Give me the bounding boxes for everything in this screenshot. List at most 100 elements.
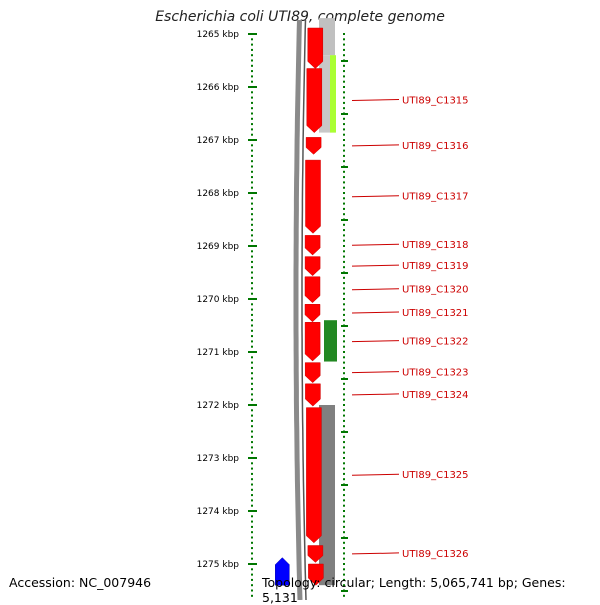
- inner-minor-tick: [343, 568, 345, 571]
- inner-minor-tick: [343, 441, 345, 444]
- inner-minor-tick: [343, 287, 345, 290]
- gc-block-3: [324, 320, 337, 362]
- gene-arrow-3: [305, 159, 321, 234]
- inner-minor-tick: [343, 531, 345, 534]
- minor-tick: [251, 393, 253, 396]
- inner-minor-tick: [343, 504, 345, 507]
- inner-minor-tick: [343, 308, 345, 311]
- minor-tick: [251, 356, 253, 359]
- minor-tick: [251, 419, 253, 422]
- minor-tick: [251, 144, 253, 147]
- inner-minor-tick: [343, 154, 345, 157]
- inner-minor-tick: [343, 462, 345, 465]
- inner-minor-tick: [343, 430, 345, 433]
- tick-label-1266: 1266 kbp: [197, 83, 240, 93]
- minor-tick: [251, 398, 253, 401]
- tick-label-1275: 1275 kbp: [197, 560, 240, 570]
- inner-minor-tick: [343, 48, 345, 51]
- minor-tick: [251, 59, 253, 62]
- minor-tick: [251, 176, 253, 179]
- minor-tick: [251, 435, 253, 438]
- inner-minor-tick: [343, 239, 345, 242]
- inner-minor-tick: [343, 266, 345, 269]
- inner-minor-tick: [343, 557, 345, 560]
- minor-tick: [251, 377, 253, 380]
- inner-minor-tick: [343, 250, 345, 253]
- inner-minor-tick: [343, 573, 345, 576]
- minor-tick: [251, 149, 253, 152]
- inner-minor-tick: [343, 298, 345, 300]
- inner-minor-tick: [343, 101, 345, 104]
- inner-minor-tick: [343, 335, 345, 338]
- minor-tick: [251, 218, 253, 221]
- minor-tick: [251, 91, 253, 94]
- minor-tick: [251, 266, 253, 269]
- gene-label-1: UTI89_C1315: [402, 96, 469, 107]
- tick-label-1265: 1265 kbp: [197, 30, 240, 40]
- minor-tick: [251, 260, 253, 263]
- minor-tick: [251, 64, 253, 67]
- inner-minor-tick: [343, 38, 345, 41]
- minor-tick: [251, 361, 253, 364]
- inner-minor-tick: [343, 91, 345, 94]
- minor-tick: [251, 329, 253, 332]
- inner-minor-tick: [343, 563, 345, 565]
- gene-arrow-14: [275, 557, 290, 586]
- inner-minor-tick: [343, 186, 345, 189]
- inner-minor-tick: [343, 409, 345, 412]
- gene-arrow-4: [304, 235, 321, 256]
- gene-arrow-13: [308, 563, 324, 586]
- inner-minor-tick: [343, 112, 345, 115]
- inner-minor-tick: [343, 64, 345, 67]
- minor-tick: [251, 345, 253, 348]
- minor-tick: [251, 494, 253, 497]
- minor-tick: [251, 186, 253, 189]
- inner-minor-tick: [343, 80, 345, 83]
- inner-minor-tick: [343, 515, 345, 518]
- minor-tick: [251, 573, 253, 576]
- inner-minor-tick: [343, 165, 345, 168]
- inner-minor-tick: [343, 457, 345, 459]
- minor-tick: [251, 552, 253, 555]
- minor-tick: [251, 250, 253, 253]
- gene-leader-9: [351, 371, 400, 374]
- inner-minor-tick: [343, 33, 345, 35]
- minor-tick: [251, 276, 253, 279]
- gene-label-4: UTI89_C1318: [402, 240, 469, 251]
- minor-tick: [251, 547, 253, 550]
- inner-minor-tick: [343, 419, 345, 422]
- gc-block-2: [330, 55, 336, 133]
- gene-label-6: UTI89_C1320: [402, 285, 469, 296]
- minor-tick: [251, 483, 253, 486]
- inner-minor-tick: [343, 404, 345, 406]
- inner-minor-tick: [343, 552, 345, 555]
- minor-tick: [251, 223, 253, 226]
- gene-arrow-2: [305, 137, 322, 155]
- minor-tick: [251, 488, 253, 491]
- inner-minor-tick: [343, 255, 345, 258]
- inner-minor-tick: [343, 86, 345, 88]
- inner-minor-tick: [343, 541, 345, 544]
- inner-minor-tick: [343, 303, 345, 306]
- tick-label-1270: 1270 kbp: [197, 295, 240, 305]
- minor-tick: [251, 282, 253, 285]
- minor-tick: [251, 541, 253, 544]
- minor-tick: [251, 414, 253, 417]
- gene-leader-4: [351, 243, 400, 246]
- minor-tick: [251, 160, 253, 163]
- gene-arrow-9: [304, 362, 321, 384]
- minor-tick: [251, 207, 253, 210]
- minor-tick: [251, 234, 253, 237]
- gene-leader-10: [351, 393, 400, 396]
- minor-tick: [251, 101, 253, 104]
- minor-tick: [251, 255, 253, 258]
- inner-minor-tick: [343, 324, 345, 327]
- inner-minor-tick: [343, 181, 345, 184]
- minor-tick: [251, 38, 253, 41]
- inner-minor-tick: [343, 319, 345, 322]
- inner-minor-tick: [343, 139, 345, 141]
- inner-minor-tick: [343, 377, 345, 380]
- minor-tick: [251, 239, 253, 242]
- minor-tick: [251, 536, 253, 539]
